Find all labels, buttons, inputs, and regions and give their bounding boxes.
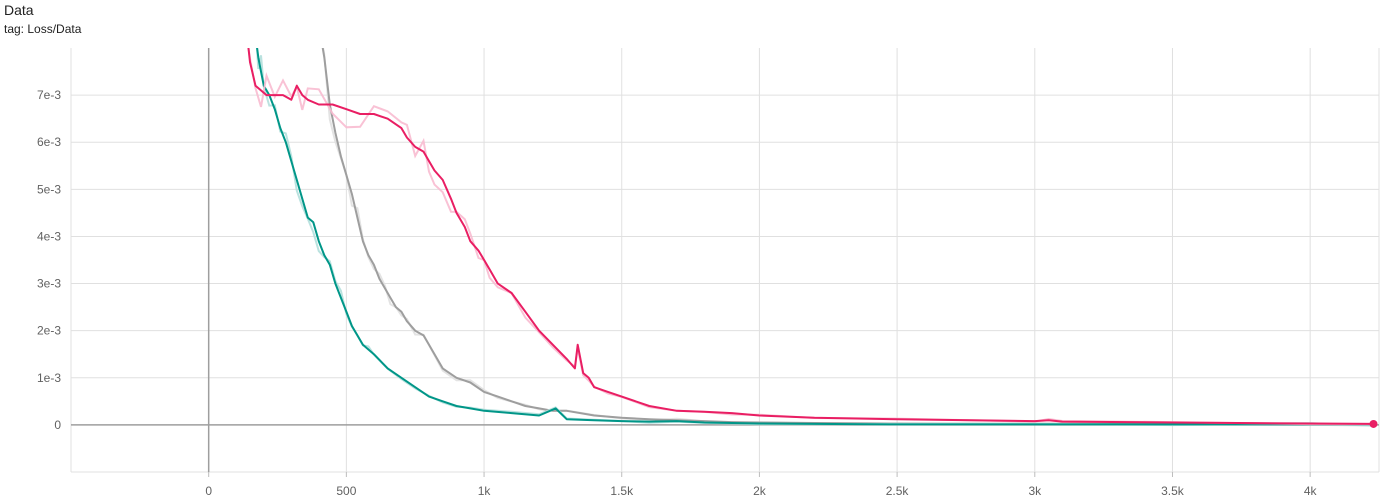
y-tick-label: 3e-3: [37, 277, 61, 291]
series-raw-line: [255, 48, 1374, 427]
series-line[interactable]: [254, 24, 1374, 426]
x-tick-label: 3.5k: [1161, 484, 1185, 498]
x-tick-label: 0: [205, 484, 212, 498]
x-tick-label: 2.5k: [886, 484, 910, 498]
y-tick-label: 2e-3: [37, 324, 61, 338]
series-raw-line: [322, 48, 1374, 427]
x-tick-label: 1.5k: [610, 484, 634, 498]
y-tick-label: 5e-3: [37, 182, 61, 196]
x-tick-label: 1k: [478, 484, 492, 498]
series-end-marker[interactable]: [1369, 419, 1378, 428]
series-line[interactable]: [246, 24, 1374, 425]
chart-subtitle: tag: Loss/Data: [4, 22, 82, 36]
x-tick-label: 2k: [753, 484, 767, 498]
y-tick-label: 0: [54, 418, 61, 432]
zero-axes: [71, 48, 1379, 472]
chart-title: Data: [4, 2, 34, 18]
plot-area[interactable]: [246, 4, 1378, 428]
series-group[interactable]: [319, 24, 1374, 427]
grid-lines: [70, 48, 1380, 477]
y-tick-label: 7e-3: [37, 88, 61, 102]
y-tick-label: 6e-3: [37, 135, 61, 149]
series-group[interactable]: [246, 24, 1374, 426]
y-tick-label: 1e-3: [37, 371, 61, 385]
x-tick-label: 500: [336, 484, 356, 498]
series-group[interactable]: [254, 4, 1374, 427]
x-tick-label: 4k: [1304, 484, 1318, 498]
y-tick-label: 4e-3: [37, 229, 61, 243]
tick-labels: 0 1e-3 2e-3 3e-3 4e-3 5e-3 6e-3 7e-3 0 500 1k 1.5k 2…: [37, 88, 1318, 498]
series-raw-line: [247, 48, 1374, 426]
x-tick-label: 3k: [1028, 484, 1042, 498]
series-line[interactable]: [319, 24, 1374, 426]
